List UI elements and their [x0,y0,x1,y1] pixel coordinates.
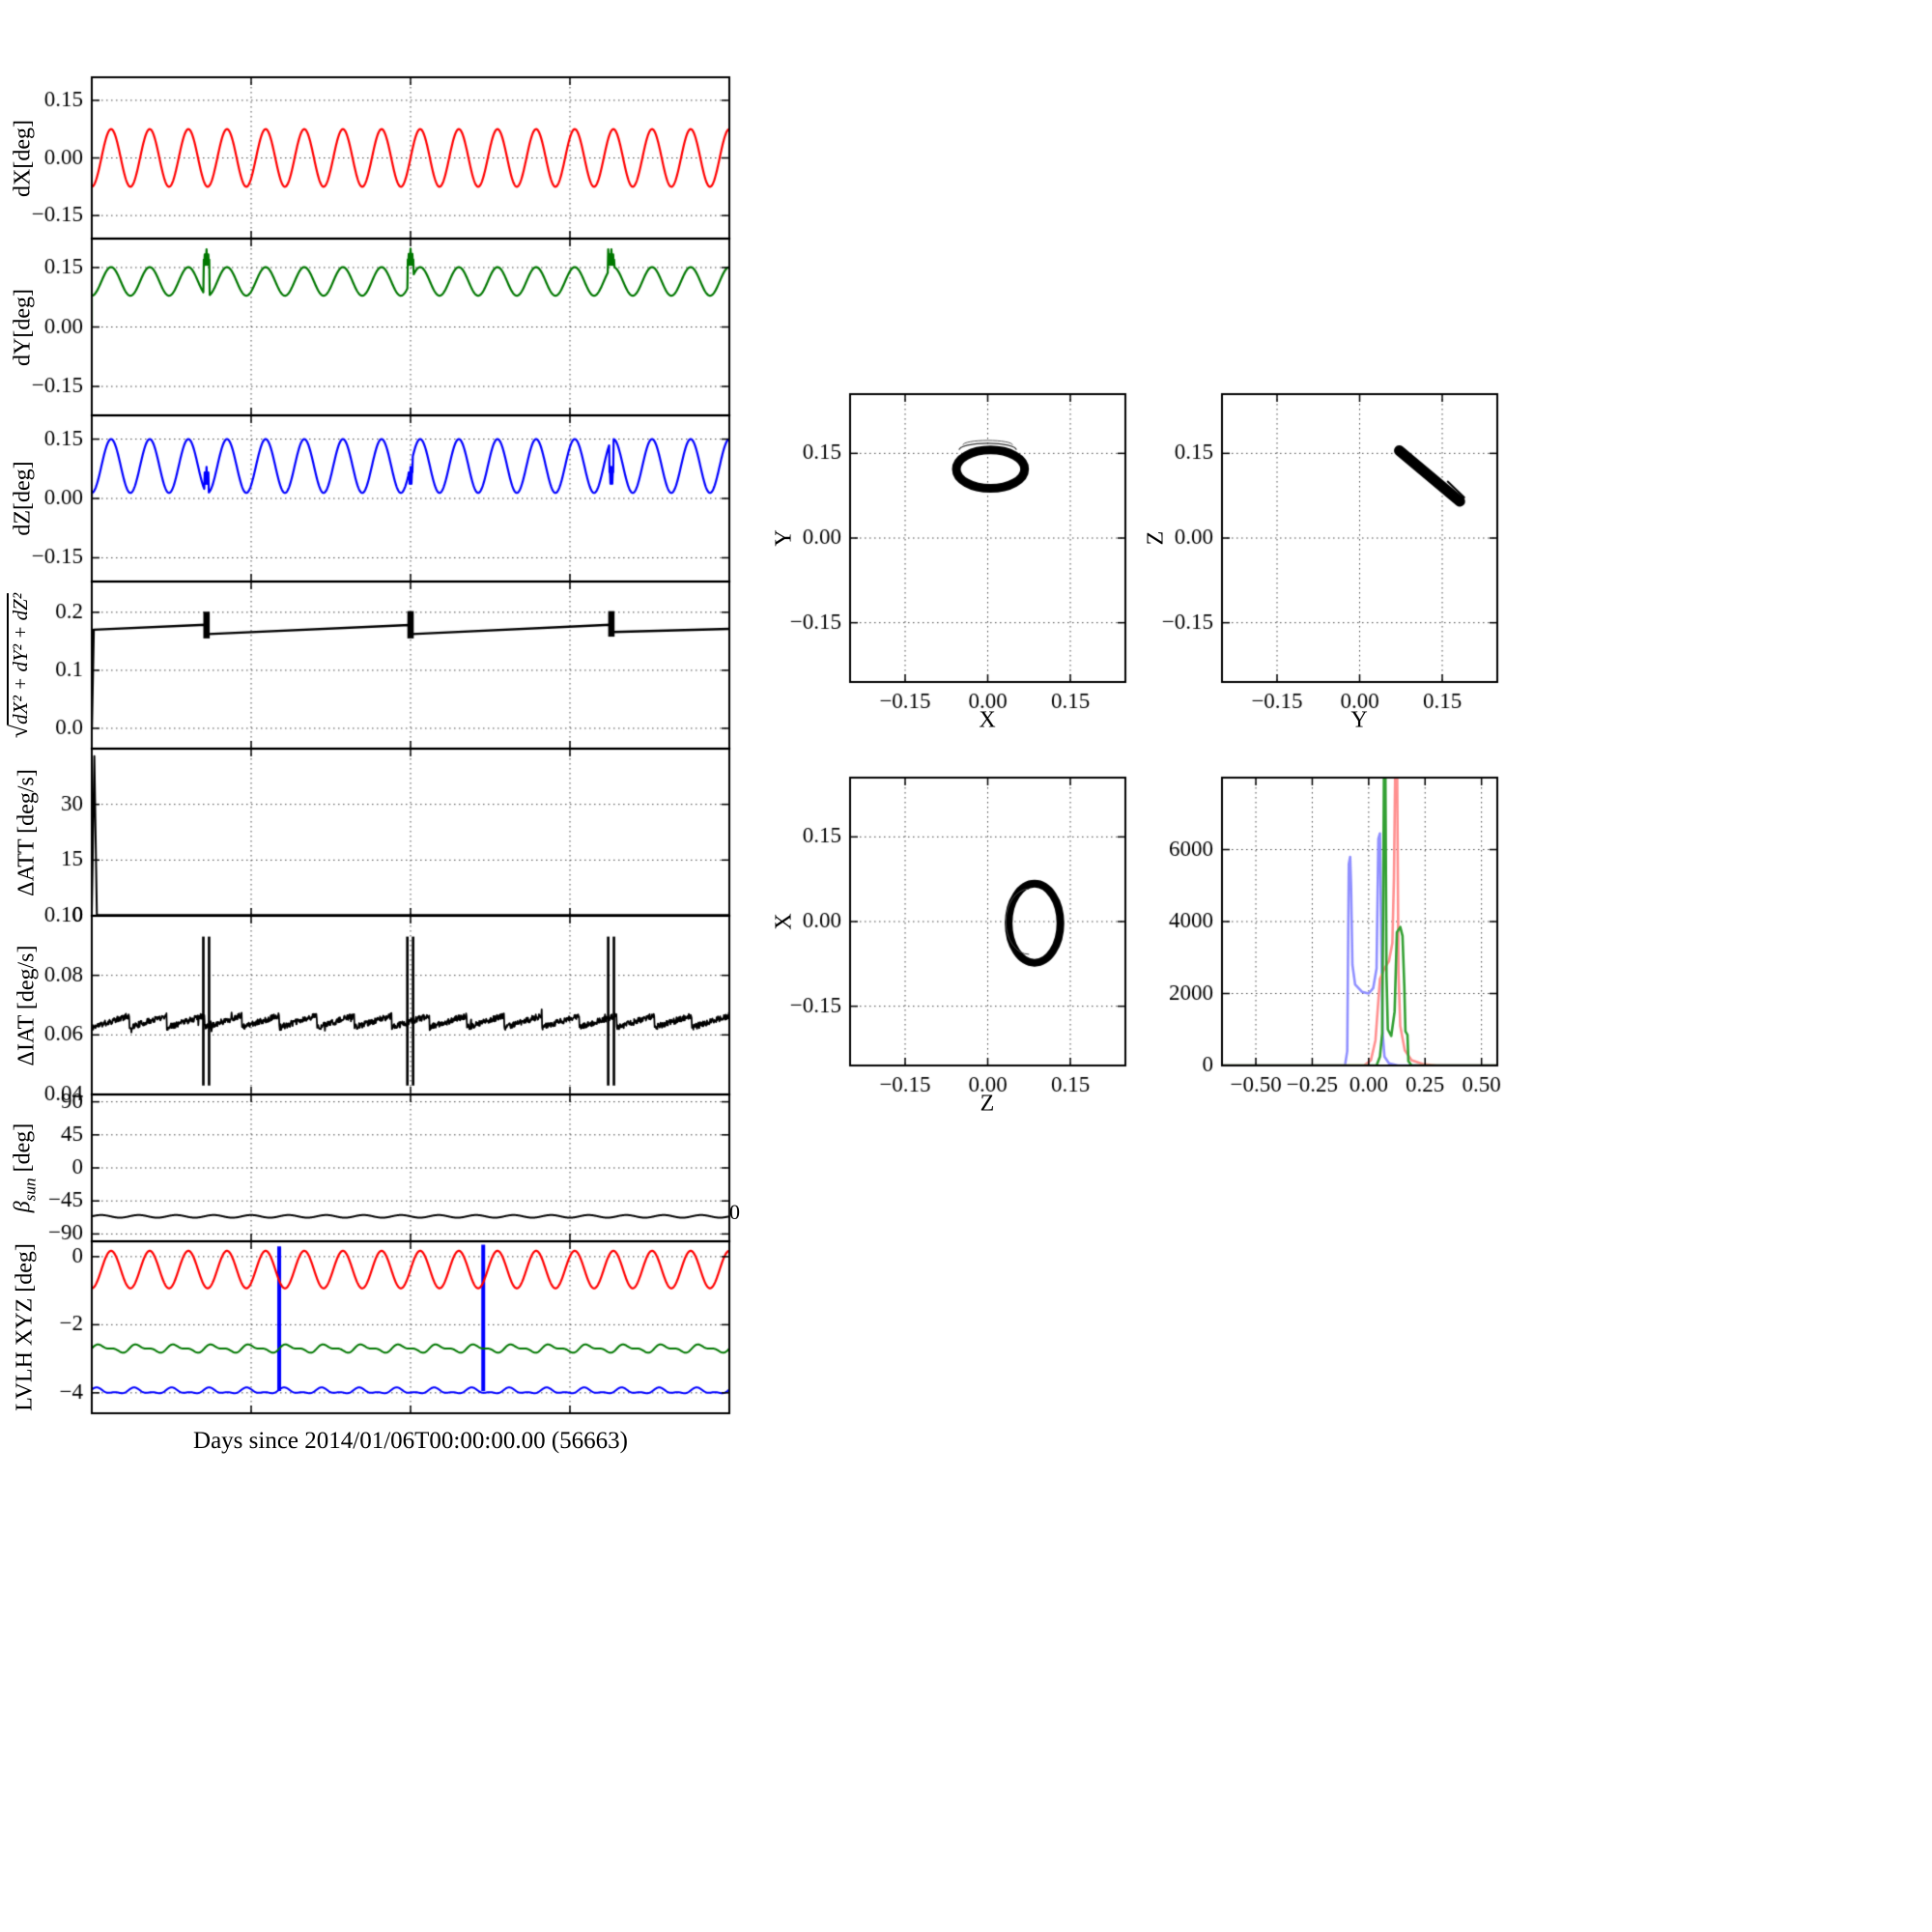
z-vs-y-scatter-plot [1145,383,1526,730]
delta-att-timeseries-plot [19,737,734,927]
x-vs-z-scatter-plot [773,766,1154,1114]
beta-sun-timeseries-plot [19,1083,734,1253]
scatter-xlabel-z: Z [980,1091,995,1117]
dz-timeseries-plot [19,404,734,593]
x-axis-label: Days since 2014/01/06T00:00:00.00 (56663… [193,1428,628,1454]
delta-iat-timeseries-plot [19,904,734,1106]
scatter-xlabel-x: X [979,707,996,733]
right-edge-zero-tick: 0 [729,1200,740,1224]
lvlh-timeseries-plot [19,1230,734,1425]
scatter-ylabel-y: Y [771,529,797,547]
scatter-ylabel-x: X [771,913,797,930]
dy-timeseries-plot [19,227,734,427]
scatter-ylabel-z: Z [1143,530,1169,546]
y-vs-x-scatter-plot [773,383,1154,730]
attitude-histogram-plot [1145,766,1526,1114]
dx-timeseries-plot [19,66,734,250]
magnitude-timeseries-plot [19,570,734,760]
scatter-xlabel-y: Y [1350,707,1368,733]
